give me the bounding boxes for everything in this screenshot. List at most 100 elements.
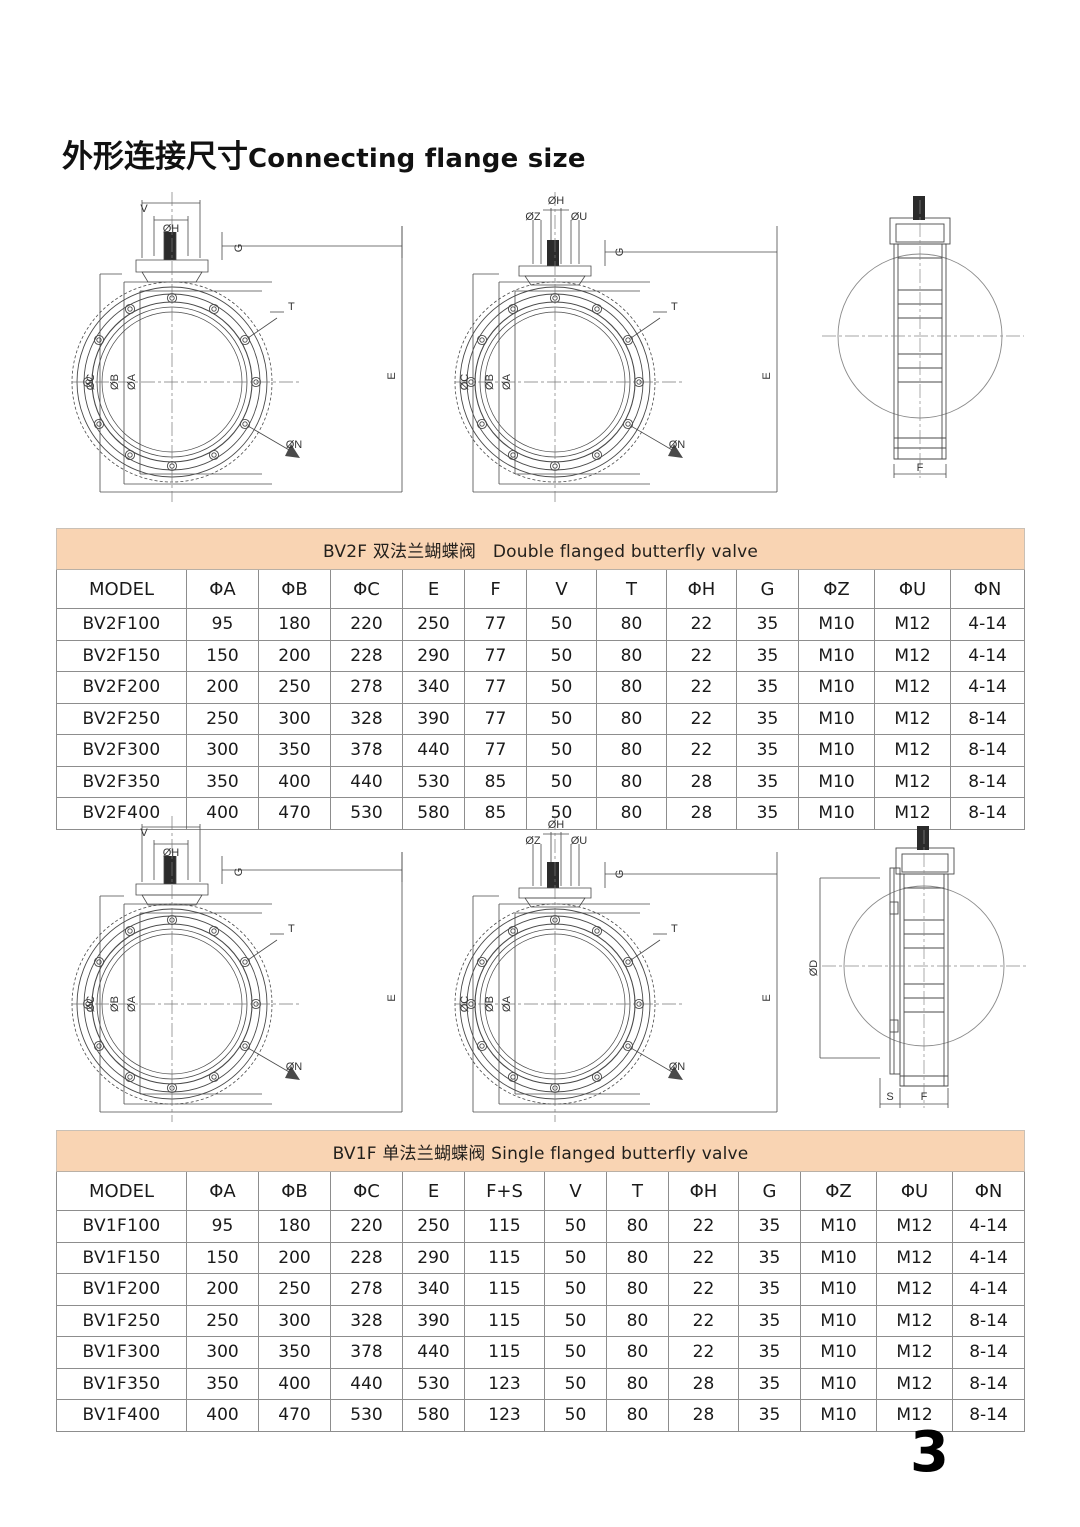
cell-e: 290 <box>402 639 465 672</box>
cell-phi-z: M10 <box>798 671 875 704</box>
dim-label-phi-c: ØC <box>85 374 97 391</box>
dim-label-phi-n: ØN <box>669 1061 686 1073</box>
cell-f-plus-s: 115 <box>464 1304 545 1337</box>
table1-col-t: T <box>596 569 667 609</box>
cell-phi-c: 228 <box>330 639 403 672</box>
cell-phi-h: 22 <box>668 1304 739 1337</box>
dim-label-phi-n: ØN <box>286 1061 303 1073</box>
cell-phi-n: 4-14 <box>951 1241 1026 1274</box>
cell-phi-z: M10 <box>800 1367 877 1400</box>
table2-col-t: T <box>606 1171 669 1211</box>
cell-phi-a: 250 <box>186 1304 259 1337</box>
table1-band-en: Double flanged butterfly valve <box>492 541 759 562</box>
cell-phi-u: M12 <box>876 1241 953 1274</box>
dim-label-phi-n: ØN <box>669 439 686 451</box>
cell-phi-b: 350 <box>258 1336 331 1369</box>
cell-v: 50 <box>544 1241 607 1274</box>
cell-phi-h: 22 <box>666 671 737 704</box>
cell-v: 50 <box>526 639 597 672</box>
cell-t: 80 <box>606 1367 669 1400</box>
cell-phi-h: 22 <box>668 1273 739 1306</box>
table-double-flanged: BV2F 双法兰蝴蝶阀 Double flanged butterfly val… <box>55 528 1026 830</box>
dim-label-phi-a: ØA <box>126 995 138 1012</box>
table1-band-row: BV2F 双法兰蝴蝶阀 Double flanged butterfly val… <box>55 528 1026 570</box>
cell-phi-b: 180 <box>258 608 331 641</box>
table1-band-cell: BV2F 双法兰蝴蝶阀 Double flanged butterfly val… <box>55 528 1026 570</box>
cell-phi-a: 150 <box>186 639 259 672</box>
table-row: BV1F200 200 250 278 340 115 50 80 22 35 … <box>56 1273 1026 1306</box>
cell-phi-c: 530 <box>330 1399 403 1432</box>
cell-phi-u: M12 <box>874 671 951 704</box>
cell-model: BV1F100 <box>56 1210 187 1243</box>
table1-col-phi-z: ΦZ <box>798 569 875 609</box>
drawing-single-flanged-side-view: ØD S F <box>808 816 1042 1116</box>
table1-col-phi-u: ΦU <box>874 569 951 609</box>
cell-e: 440 <box>402 1336 465 1369</box>
table1-col-f: F <box>464 569 527 609</box>
table1-col-g: G <box>736 569 799 609</box>
cell-phi-n: 8-14 <box>949 734 1026 767</box>
cell-t: 80 <box>606 1336 669 1369</box>
dim-label-f: F <box>921 1091 928 1103</box>
cell-phi-c: 220 <box>330 608 403 641</box>
table2-band-en: Single flanged butterfly valve <box>491 1143 749 1164</box>
cell-phi-b: 470 <box>258 1399 331 1432</box>
cell-phi-c: 328 <box>330 702 403 735</box>
cell-phi-a: 95 <box>186 1210 259 1243</box>
cell-phi-u: M12 <box>874 734 951 767</box>
table2-col-e: E <box>402 1171 465 1211</box>
table2-col-phi-c: ΦC <box>330 1171 403 1211</box>
table2-header-row: MODEL ΦA ΦB ΦC E F+S V T ΦH G ΦZ ΦU ΦN <box>56 1171 1026 1211</box>
cell-g: 35 <box>738 1304 801 1337</box>
cell-phi-c: 530 <box>330 797 403 830</box>
cell-phi-c: 440 <box>330 765 403 798</box>
cell-phi-z: M10 <box>800 1273 877 1306</box>
cell-phi-u: M12 <box>876 1336 953 1369</box>
cell-f: 77 <box>464 671 527 704</box>
cell-phi-c: 220 <box>330 1210 403 1243</box>
table2-col-v: V <box>544 1171 607 1211</box>
drawing-single-flanged-front-view-alt: ØH ØZ ØU G ØC ØB ØA E ØN T <box>454 816 795 1146</box>
cell-model: BV2F200 <box>56 671 187 704</box>
table-row: BV2F400 400 470 530 580 85 50 80 28 35 M… <box>56 797 1026 830</box>
cell-v: 50 <box>544 1367 607 1400</box>
cell-phi-h: 22 <box>668 1336 739 1369</box>
cell-g: 35 <box>736 797 799 830</box>
dim-label-phi-c: ØC <box>85 996 97 1013</box>
cell-f: 77 <box>464 608 527 641</box>
cell-phi-n: 4-14 <box>949 671 1026 704</box>
cell-phi-b: 300 <box>258 702 331 735</box>
dim-label-s: S <box>886 1091 893 1103</box>
cell-phi-n: 8-14 <box>951 1367 1026 1400</box>
cell-phi-b: 350 <box>258 734 331 767</box>
cell-phi-u: M12 <box>874 797 951 830</box>
dim-label-phi-b: ØB <box>484 374 496 390</box>
dim-label-phi-c: ØC <box>459 996 471 1013</box>
dim-label-phi-a: ØA <box>501 373 513 390</box>
cell-e: 340 <box>402 671 465 704</box>
cell-phi-h: 22 <box>666 702 737 735</box>
cell-f: 77 <box>464 702 527 735</box>
cell-f-plus-s: 115 <box>464 1273 545 1306</box>
dim-label-e: E <box>386 372 398 379</box>
cell-e: 290 <box>402 1241 465 1274</box>
cell-model: BV2F100 <box>56 608 187 641</box>
dim-label-g: G <box>233 868 245 877</box>
cell-f: 77 <box>464 734 527 767</box>
cell-v: 50 <box>526 608 597 641</box>
cell-phi-b: 180 <box>258 1210 331 1243</box>
drawing-row-double-flanged: V ØH G ØC ØB ØA E ØN T <box>0 186 1080 516</box>
cell-e: 530 <box>402 1367 465 1400</box>
cell-phi-a: 200 <box>186 1273 259 1306</box>
cell-phi-z: M10 <box>798 797 875 830</box>
table-row: BV2F350 350 400 440 530 85 50 80 28 35 M… <box>56 765 1026 798</box>
table-single-flanged: BV1F 单法兰蝴蝶阀 Single flanged butterfly val… <box>55 1130 1026 1432</box>
cell-phi-z: M10 <box>798 702 875 735</box>
cell-v: 50 <box>544 1273 607 1306</box>
cell-g: 35 <box>738 1273 801 1306</box>
cell-t: 80 <box>596 765 667 798</box>
cell-phi-z: M10 <box>800 1336 877 1369</box>
cell-phi-z: M10 <box>798 765 875 798</box>
dim-label-phi-c: ØC <box>459 374 471 391</box>
cell-phi-a: 150 <box>186 1241 259 1274</box>
